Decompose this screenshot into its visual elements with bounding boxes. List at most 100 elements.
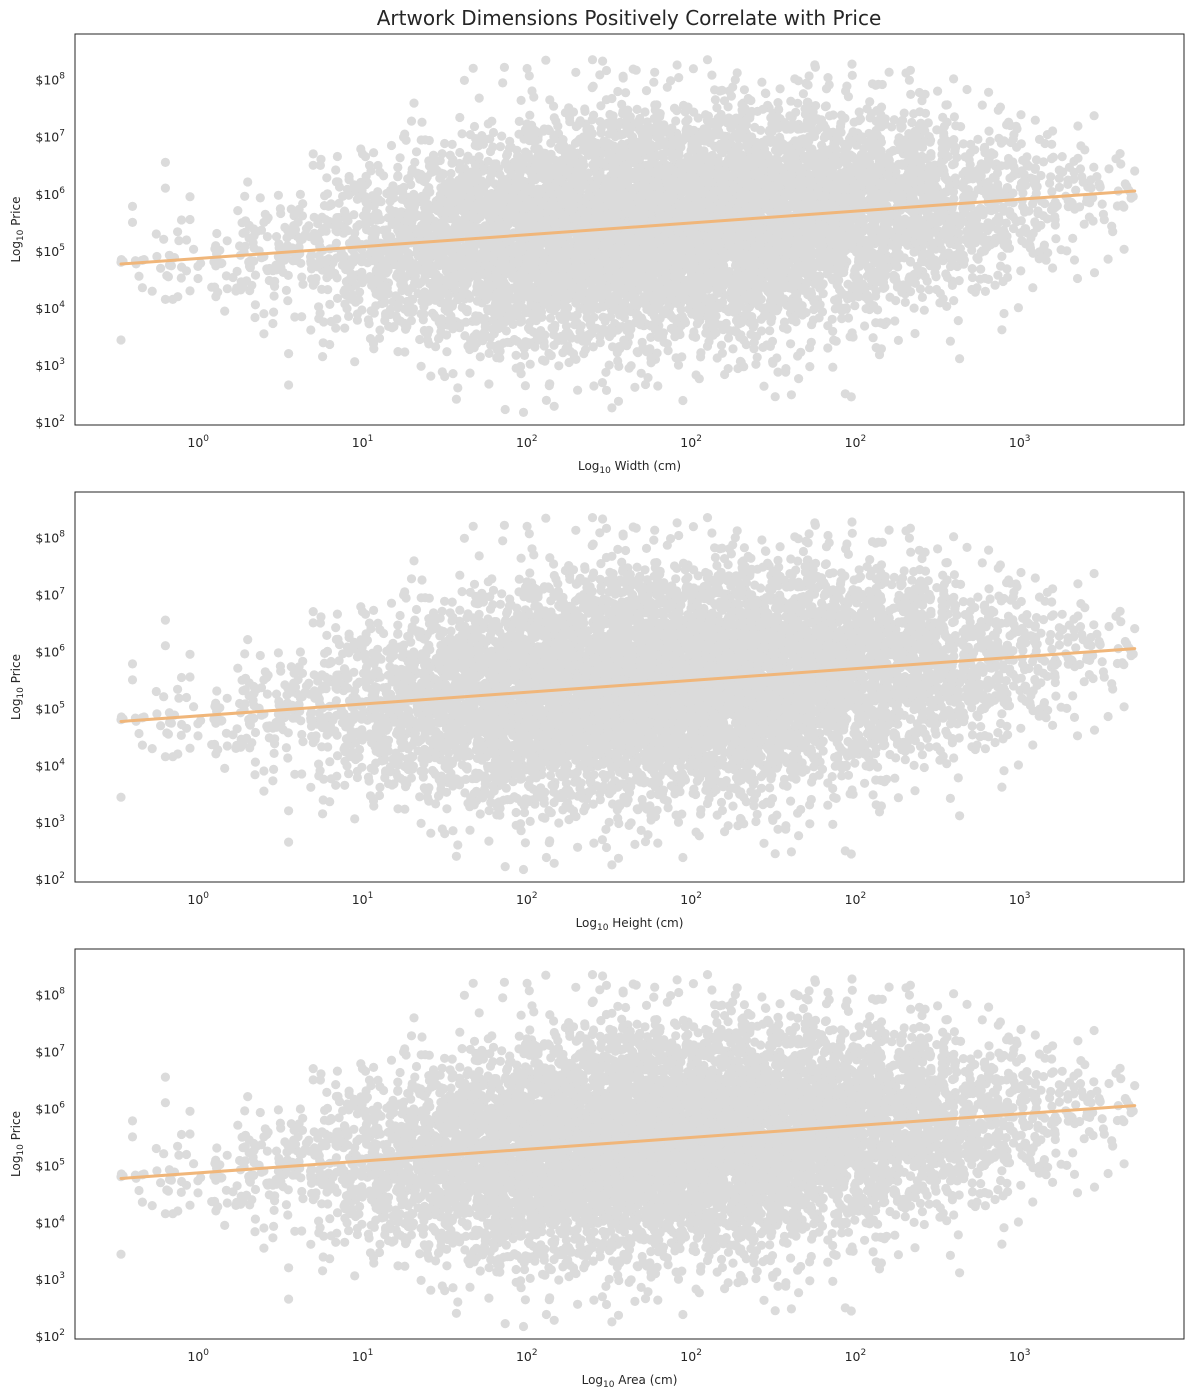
scatter-point bbox=[775, 84, 785, 94]
scatter-point bbox=[522, 119, 532, 129]
scatter-point bbox=[1086, 175, 1096, 185]
scatter-point bbox=[448, 369, 458, 379]
scatter-point bbox=[752, 352, 762, 362]
scatter-point bbox=[371, 301, 381, 311]
scatter-point bbox=[474, 93, 484, 103]
scatter-point bbox=[712, 103, 722, 113]
scatter-point bbox=[520, 381, 531, 391]
scatter-point bbox=[613, 356, 623, 366]
scatter-point bbox=[431, 342, 441, 352]
scatter-point bbox=[650, 105, 660, 115]
scatter-point bbox=[597, 378, 608, 388]
scatter-point bbox=[259, 329, 269, 339]
subplot-1: 100 101 102 102 102 103$102$103$104$105$106$1… bbox=[9, 33, 1185, 476]
scatter-point bbox=[283, 270, 293, 280]
scatter-point bbox=[1072, 273, 1083, 284]
scatter-point bbox=[942, 301, 952, 311]
scatter-point bbox=[159, 234, 169, 244]
scatter-point bbox=[269, 307, 279, 317]
scatter-point bbox=[831, 336, 841, 346]
scatter-point bbox=[211, 261, 221, 271]
scatter-point bbox=[447, 139, 457, 149]
scatter-point bbox=[909, 303, 919, 313]
scatter-points bbox=[116, 55, 1140, 417]
scatter-point bbox=[1098, 209, 1108, 219]
scatter-point bbox=[176, 215, 187, 225]
scatter-point bbox=[1042, 214, 1052, 224]
scatter-point bbox=[151, 229, 161, 239]
scatter-point bbox=[298, 199, 308, 209]
scatter-point bbox=[250, 300, 260, 310]
scatter-point bbox=[276, 208, 286, 219]
scatter-point bbox=[334, 198, 344, 208]
scatter-point bbox=[1077, 172, 1087, 182]
scatter-point bbox=[545, 313, 556, 323]
scatter-point bbox=[673, 360, 684, 370]
scatter-point bbox=[980, 286, 991, 296]
scatter-point bbox=[240, 191, 250, 201]
scatter-point bbox=[415, 334, 425, 345]
scatter-point bbox=[314, 302, 324, 312]
scatter-point bbox=[1048, 152, 1058, 162]
scatter-point bbox=[565, 117, 575, 127]
scatter-point bbox=[332, 314, 342, 324]
scatter-point bbox=[525, 359, 535, 369]
scatter-point bbox=[1089, 111, 1099, 121]
scatter-point bbox=[1119, 244, 1129, 254]
scatter-point bbox=[271, 232, 282, 242]
scatter-point bbox=[193, 261, 203, 271]
scatter-point bbox=[955, 354, 965, 364]
scatter-point bbox=[984, 87, 994, 97]
scatter-point bbox=[1033, 208, 1043, 219]
scatter-point bbox=[707, 70, 717, 80]
scatter-point bbox=[416, 135, 426, 145]
scatter-point bbox=[962, 84, 972, 95]
scatter-point bbox=[395, 153, 405, 163]
scatter-point bbox=[786, 96, 796, 106]
scatter-point bbox=[344, 311, 354, 321]
scatter-point bbox=[374, 333, 385, 343]
scatter-point bbox=[910, 278, 921, 288]
scatter-point bbox=[945, 336, 956, 346]
scatter-point bbox=[893, 335, 904, 345]
scatter-point bbox=[1107, 221, 1117, 231]
scatter-point bbox=[232, 283, 242, 293]
scatter-point bbox=[1009, 130, 1019, 140]
scatter-point bbox=[373, 187, 383, 197]
scatter-point bbox=[424, 135, 434, 146]
scatter-point bbox=[967, 272, 978, 283]
scatter-point bbox=[681, 117, 691, 127]
scatter-point bbox=[671, 116, 681, 126]
scatter-point bbox=[640, 379, 651, 390]
scatter-point bbox=[790, 74, 800, 84]
scatter-point bbox=[173, 227, 183, 237]
scatter-point bbox=[728, 82, 738, 92]
scatter-point bbox=[571, 67, 581, 77]
scatter-point bbox=[1016, 110, 1026, 120]
scatter-point bbox=[736, 357, 746, 367]
scatter-point bbox=[959, 259, 969, 269]
scatter-point bbox=[749, 344, 759, 354]
scatter-point bbox=[607, 93, 617, 104]
subplots: 100 101 102 102 102 103$102$103$104$105$106$1… bbox=[9, 33, 1185, 1390]
scatter-point bbox=[949, 296, 959, 306]
scatter-point bbox=[801, 78, 811, 88]
scatter-point bbox=[649, 77, 659, 87]
scatter-point bbox=[331, 165, 341, 175]
scatter-point bbox=[314, 314, 324, 324]
scatter-point bbox=[917, 292, 928, 302]
scatter-point bbox=[152, 251, 162, 262]
scatter-point bbox=[1071, 185, 1081, 195]
scatter-point bbox=[823, 343, 833, 353]
scatter-point bbox=[950, 146, 960, 156]
scatter-point bbox=[212, 228, 222, 239]
scatter-point bbox=[525, 110, 535, 120]
scatter-point bbox=[487, 116, 497, 126]
scatter-point bbox=[485, 146, 496, 157]
scatter-point bbox=[475, 352, 485, 362]
scatter-point bbox=[601, 367, 611, 377]
scatter-point bbox=[828, 362, 838, 372]
scatter-point bbox=[311, 273, 321, 283]
scatter-point bbox=[442, 347, 452, 357]
